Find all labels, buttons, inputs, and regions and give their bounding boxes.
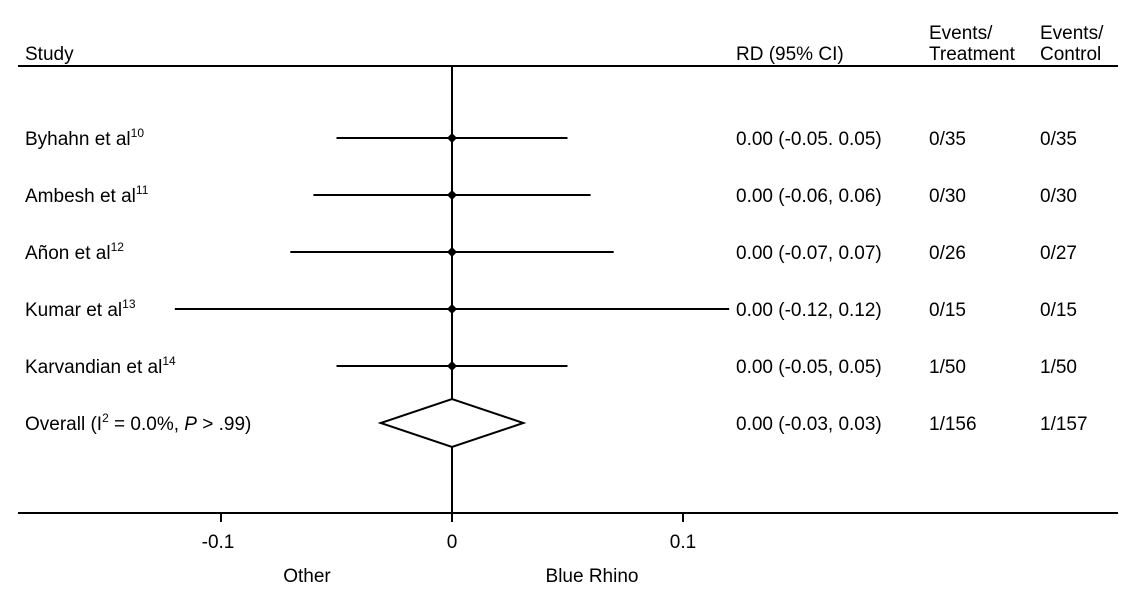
rd-ci-value: 0.00 (-0.07, 0.07) [736, 243, 882, 264]
rd-ci-value: 0.00 (-0.06, 0.06) [736, 186, 882, 207]
rd-ci-value: 0.00 (-0.05. 0.05) [736, 129, 882, 150]
events-treatment-value: 1/50 [929, 357, 966, 378]
point-estimate-marker [447, 361, 457, 371]
rd-column-header: RD (95% CI) [736, 44, 844, 65]
study-name-text: Byhahn et al [25, 129, 131, 150]
events-treatment-value: 0/26 [929, 243, 966, 264]
study-row: Karvandian et al14 0.00 (-0.05, 0.05) 1/50… [25, 354, 1077, 378]
overall-row: Overall (I2 = 0.0%, P > .99) 0.00 (-0.03,… [25, 397, 1088, 449]
study-row: Byhahn et al10 0.00 (-0.05. 0.05) 0/35 0/35 [25, 126, 1077, 150]
study-reference: 14 [162, 354, 176, 368]
study-row: Kumar et al13 0.00 (-0.12, 0.12) 0/15 0/15 [25, 297, 1077, 321]
events-treatment-header-line2: Treatment [929, 44, 1016, 65]
events-control-value: 0/27 [1040, 243, 1077, 264]
favors-other-label: Other [283, 566, 331, 587]
x-axis-tick-label: 0 [447, 532, 458, 553]
study-name: Kumar et al13 [25, 297, 136, 321]
events-treatment-value: 0/35 [929, 129, 966, 150]
x-axis-ticks: -0.1 0 0.1 [202, 513, 696, 553]
point-estimate-marker [447, 190, 457, 200]
study-name-text: Añon et al [25, 243, 111, 264]
study-name-text: Kumar et al [25, 300, 122, 321]
events-treatment-header-line1: Events/ [929, 23, 993, 44]
point-estimate-marker [447, 304, 457, 314]
overall-label-superscript: 2 [102, 411, 109, 425]
point-estimate-marker [447, 133, 457, 143]
overall-label-middle: = 0.0%, [109, 414, 185, 435]
events-control-header-line2: Control [1040, 44, 1101, 65]
overall-label-p: P [184, 414, 197, 435]
overall-events-control-value: 1/157 [1040, 414, 1088, 435]
study-rows: Byhahn et al10 0.00 (-0.05. 0.05) 0/35 0/35… [25, 126, 1088, 449]
rd-ci-value: 0.00 (-0.05, 0.05) [736, 357, 882, 378]
study-name-text: Ambesh et al [25, 186, 136, 207]
favors-blue-rhino-label: Blue Rhino [546, 566, 639, 587]
events-control-value: 0/35 [1040, 129, 1077, 150]
study-reference: 11 [136, 183, 149, 197]
study-reference: 12 [111, 240, 125, 254]
study-row: Ambesh et al11 0.00 (-0.06, 0.06) 0/30 0/30 [25, 183, 1077, 207]
study-column-header: Study [25, 44, 74, 65]
events-control-value: 0/30 [1040, 186, 1077, 207]
events-control-header-line1: Events/ [1040, 23, 1104, 44]
study-name-text: Karvandian et al [25, 357, 162, 378]
study-name: Ambesh et al11 [25, 183, 149, 207]
study-name: Añon et al12 [25, 240, 124, 264]
study-name: Byhahn et al10 [25, 126, 144, 150]
overall-label-prefix: Overall (I [25, 414, 102, 435]
point-estimate-marker [447, 247, 457, 257]
x-axis-tick-label: -0.1 [202, 532, 235, 553]
overall-label: Overall (I2 = 0.0%, P > .99) [25, 411, 251, 435]
events-control-value: 1/50 [1040, 357, 1077, 378]
events-treatment-value: 0/15 [929, 300, 966, 321]
study-reference: 10 [131, 126, 145, 140]
overall-rd-ci-value: 0.00 (-0.03, 0.03) [736, 414, 882, 435]
events-control-value: 0/15 [1040, 300, 1077, 321]
overall-effect-diamond [377, 397, 527, 449]
study-name: Karvandian et al14 [25, 354, 176, 378]
study-reference: 13 [122, 297, 136, 311]
rd-ci-value: 0.00 (-0.12, 0.12) [736, 300, 882, 321]
overall-label-suffix: > .99) [197, 414, 251, 435]
study-row: Añon et al12 0.00 (-0.07, 0.07) 0/26 0/27 [25, 240, 1077, 264]
events-treatment-value: 0/30 [929, 186, 966, 207]
x-axis-tick-label: 0.1 [670, 532, 696, 553]
overall-events-treatment-value: 1/156 [929, 414, 977, 435]
